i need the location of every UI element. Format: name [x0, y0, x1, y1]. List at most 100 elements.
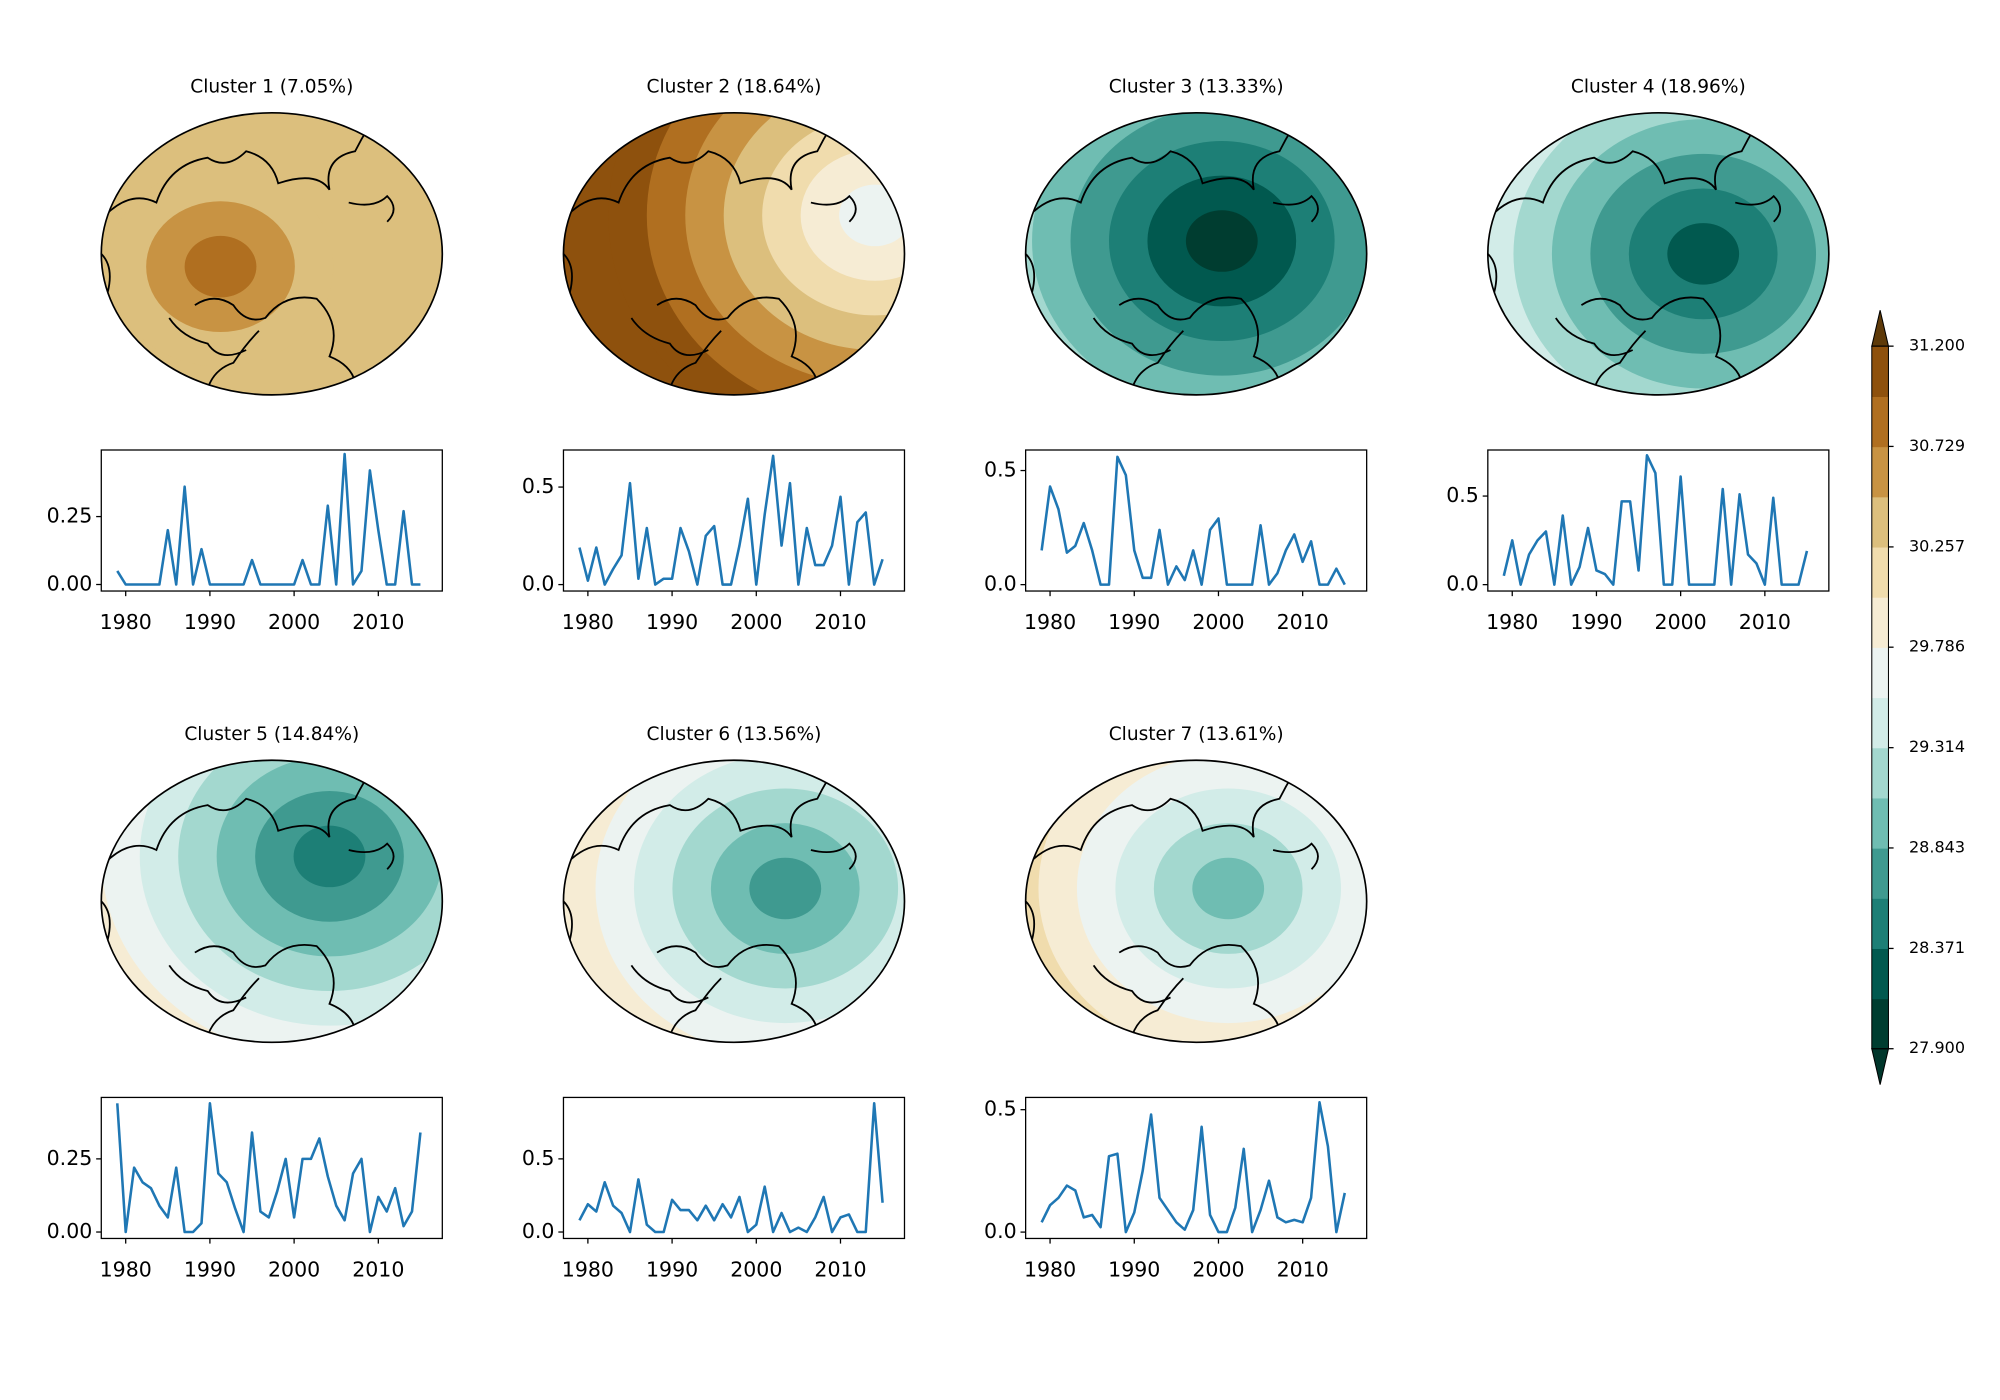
chart-title: Cluster 5 (14.84%): [184, 724, 359, 745]
x-tick-label: 2010: [814, 610, 866, 634]
axes-frame: [1025, 1096, 1368, 1240]
colorbar-band: [1871, 647, 1889, 699]
map-contour-band: [1667, 223, 1740, 285]
x-tick-label: 1990: [646, 1258, 698, 1282]
x-tick-label: 1980: [1024, 610, 1076, 634]
x-tick-label: 1990: [1108, 610, 1160, 634]
axes-frame: [562, 449, 906, 592]
map-border: [1024, 759, 1368, 1044]
colorbar-tick-label: 30.729: [1909, 436, 1965, 455]
x-tick-label: 2010: [1739, 610, 1791, 634]
map-border: [1486, 111, 1830, 396]
colorbar-extend-bottom: [1871, 1048, 1890, 1085]
colorbar-band: [1871, 797, 1889, 849]
colorbar-tick-label: 31.200: [1909, 336, 1965, 355]
coastline: [563, 760, 905, 1043]
colorbar-tick-label: 28.371: [1909, 938, 1965, 957]
map-contour-band: [1192, 857, 1265, 920]
colorbar-band: [1871, 446, 1889, 498]
x-tick-label: 2000: [730, 1258, 782, 1282]
coastline: [563, 112, 905, 395]
map-contour-band: [749, 857, 822, 920]
colorbar-extend-top: [1871, 310, 1890, 347]
y-tick-label: 0.0: [1446, 572, 1479, 596]
map: [563, 112, 905, 395]
data-line: [1502, 454, 1809, 586]
colorbar-band: [1871, 847, 1889, 899]
x-tick-label: 1990: [184, 610, 236, 634]
colorbar-band: [1871, 747, 1889, 799]
x-tick-label: 2000: [1655, 610, 1707, 634]
axes-frame: [100, 449, 443, 592]
x-tick-label: 1990: [1108, 1258, 1160, 1282]
y-tick-label: 0.00: [47, 572, 93, 596]
colorbar-tick-label: 29.314: [1909, 737, 1965, 756]
y-tick-label: 0.0: [984, 1219, 1017, 1243]
y-tick-label: 0.5: [984, 458, 1017, 482]
coastline: [101, 760, 443, 1043]
x-tick-label: 2000: [268, 610, 320, 634]
x-tick-label: 1980: [562, 1258, 614, 1282]
y-tick-label: 0.5: [1446, 483, 1479, 507]
colorbar-tick-label: 27.900: [1909, 1038, 1965, 1057]
x-tick-label: 1980: [1024, 1258, 1076, 1282]
x-tick-label: 2010: [1277, 610, 1329, 634]
y-tick-label: 0.5: [522, 474, 555, 498]
axes-frame: [100, 1096, 443, 1240]
x-tick-label: 1980: [562, 610, 614, 634]
colorbar-band: [1871, 597, 1889, 648]
data-line: [578, 1102, 884, 1234]
colorbar-band: [1871, 546, 1889, 598]
colorbar-band: [1871, 346, 1889, 397]
colorbar-tick-label: 29.786: [1909, 637, 1965, 656]
y-tick-label: 0.5: [522, 1146, 555, 1170]
x-tick-label: 1990: [184, 1258, 236, 1282]
y-tick-label: 0.5: [984, 1097, 1017, 1121]
map-contour-band: [293, 825, 366, 888]
map-border: [562, 759, 906, 1044]
colorbar-band: [1871, 898, 1889, 949]
x-tick-label: 1980: [100, 610, 152, 634]
y-tick-label: 0.00: [47, 1219, 93, 1243]
coastline: [1487, 112, 1829, 395]
x-tick-label: 1990: [1570, 610, 1622, 634]
colorbar-band: [1871, 948, 1889, 1000]
x-tick-label: 2010: [352, 1258, 404, 1282]
x-tick-label: 2000: [268, 1258, 320, 1282]
map-contour-band: [1185, 210, 1258, 272]
axes-frame: [1487, 449, 1830, 592]
colorbar-tick-label: 28.843: [1909, 837, 1965, 856]
chart-title: Cluster 1 (7.05%): [190, 77, 353, 98]
chart-title: Cluster 3 (13.33%): [1109, 77, 1284, 98]
x-tick-label: 1980: [100, 1258, 152, 1282]
map-border: [1024, 111, 1368, 396]
y-tick-label: 0.25: [47, 1146, 93, 1170]
coastline: [1025, 112, 1367, 395]
x-tick-label: 2000: [1192, 1258, 1244, 1282]
colorbar-band: [1871, 697, 1889, 749]
x-tick-label: 1980: [1486, 610, 1538, 634]
colorbar-tick-label: 30.257: [1909, 536, 1965, 555]
map-border: [100, 111, 444, 396]
data-line: [578, 454, 884, 586]
x-tick-label: 2010: [814, 1258, 866, 1282]
colorbar-band: [1871, 396, 1889, 448]
colorbar-band: [1871, 998, 1889, 1050]
map-contour-band: [184, 235, 257, 298]
x-tick-label: 2010: [1277, 1258, 1329, 1282]
chart-title: Cluster 2 (18.64%): [647, 77, 822, 98]
x-tick-label: 1990: [646, 610, 698, 634]
map: [101, 112, 443, 395]
chart-title: Cluster 6 (13.56%): [647, 724, 822, 745]
chart-title: Cluster 7 (13.61%): [1109, 724, 1284, 745]
y-tick-label: 0.0: [522, 572, 555, 596]
data-line: [116, 1102, 422, 1234]
coastline: [1025, 760, 1367, 1043]
map-border: [562, 111, 906, 396]
data-line: [1040, 1101, 1347, 1234]
chart-title: Cluster 4 (18.96%): [1571, 77, 1746, 98]
x-tick-label: 2000: [730, 610, 782, 634]
y-tick-label: 0.0: [984, 572, 1017, 596]
